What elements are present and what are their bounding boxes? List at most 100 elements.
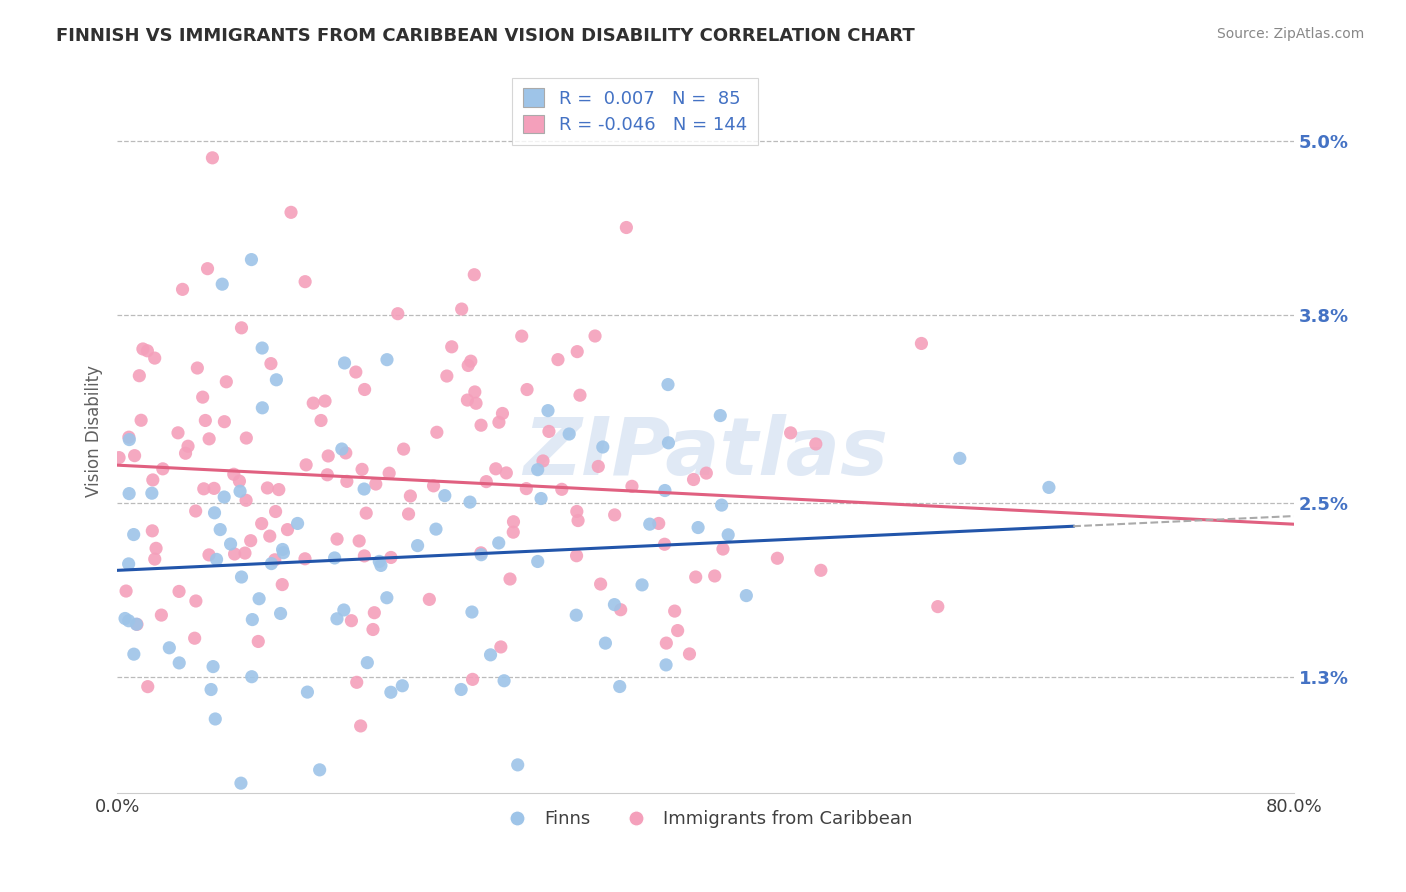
Point [326, 532, 349, 546]
Point [142, 473, 165, 487]
Point [260, 357, 283, 371]
Point [378, 466, 401, 480]
Point [655, 636, 678, 650]
Point [494, 673, 516, 688]
Point [426, 425, 449, 440]
Point [143, 351, 166, 365]
Point [380, 550, 402, 565]
Point [450, 301, 472, 316]
Point [565, 549, 588, 563]
Point [177, 439, 200, 453]
Point [910, 336, 932, 351]
Point [256, 481, 278, 495]
Point [114, 611, 136, 625]
Point [294, 551, 316, 566]
Point [302, 396, 325, 410]
Point [235, 493, 257, 508]
Point [709, 409, 731, 423]
Point [433, 489, 456, 503]
Point [392, 442, 415, 456]
Point [209, 523, 232, 537]
Point [174, 446, 197, 460]
Point [167, 656, 190, 670]
Point [353, 549, 375, 563]
Point [247, 591, 270, 606]
Point [804, 437, 827, 451]
Point [353, 482, 375, 496]
Point [194, 413, 217, 427]
Point [485, 462, 508, 476]
Point [184, 504, 207, 518]
Point [350, 719, 373, 733]
Point [118, 614, 141, 628]
Point [583, 329, 606, 343]
Point [565, 504, 588, 518]
Point [664, 604, 686, 618]
Point [239, 533, 262, 548]
Point [927, 599, 949, 614]
Point [340, 614, 363, 628]
Point [657, 435, 679, 450]
Point [136, 343, 159, 358]
Point [766, 551, 789, 566]
Point [654, 537, 676, 551]
Text: Source: ZipAtlas.com: Source: ZipAtlas.com [1216, 27, 1364, 41]
Point [263, 553, 285, 567]
Point [150, 608, 173, 623]
Point [567, 344, 589, 359]
Point [368, 554, 391, 568]
Point [132, 342, 155, 356]
Point [436, 369, 458, 384]
Point [703, 569, 725, 583]
Point [685, 570, 707, 584]
Point [589, 577, 612, 591]
Point [129, 413, 152, 427]
Point [406, 539, 429, 553]
Point [346, 675, 368, 690]
Point [631, 578, 654, 592]
Point [567, 514, 589, 528]
Point [333, 603, 356, 617]
Point [231, 570, 253, 584]
Point [391, 679, 413, 693]
Point [491, 407, 513, 421]
Point [118, 430, 141, 444]
Point [252, 401, 274, 415]
Point [259, 529, 281, 543]
Point [364, 477, 387, 491]
Point [450, 682, 472, 697]
Point [502, 525, 524, 540]
Point [616, 220, 638, 235]
Point [333, 356, 356, 370]
Point [479, 648, 502, 662]
Point [197, 261, 219, 276]
Point [515, 482, 537, 496]
Point [344, 365, 367, 379]
Point [211, 277, 233, 292]
Text: ZIPatlas: ZIPatlas [523, 414, 889, 491]
Point [330, 442, 353, 456]
Point [551, 483, 574, 497]
Point [326, 612, 349, 626]
Point [657, 377, 679, 392]
Point [115, 584, 138, 599]
Point [264, 504, 287, 518]
Point [688, 520, 710, 534]
Point [568, 388, 591, 402]
Point [183, 631, 205, 645]
Point [271, 542, 294, 557]
Y-axis label: Vision Disability: Vision Disability [86, 365, 103, 497]
Point [461, 605, 484, 619]
Point [125, 617, 148, 632]
Point [260, 557, 283, 571]
Point [204, 712, 226, 726]
Point [475, 475, 498, 489]
Point [143, 552, 166, 566]
Point [399, 489, 422, 503]
Point [460, 354, 482, 368]
Point [240, 613, 263, 627]
Point [271, 577, 294, 591]
Point [229, 776, 252, 790]
Point [488, 415, 510, 429]
Point [654, 483, 676, 498]
